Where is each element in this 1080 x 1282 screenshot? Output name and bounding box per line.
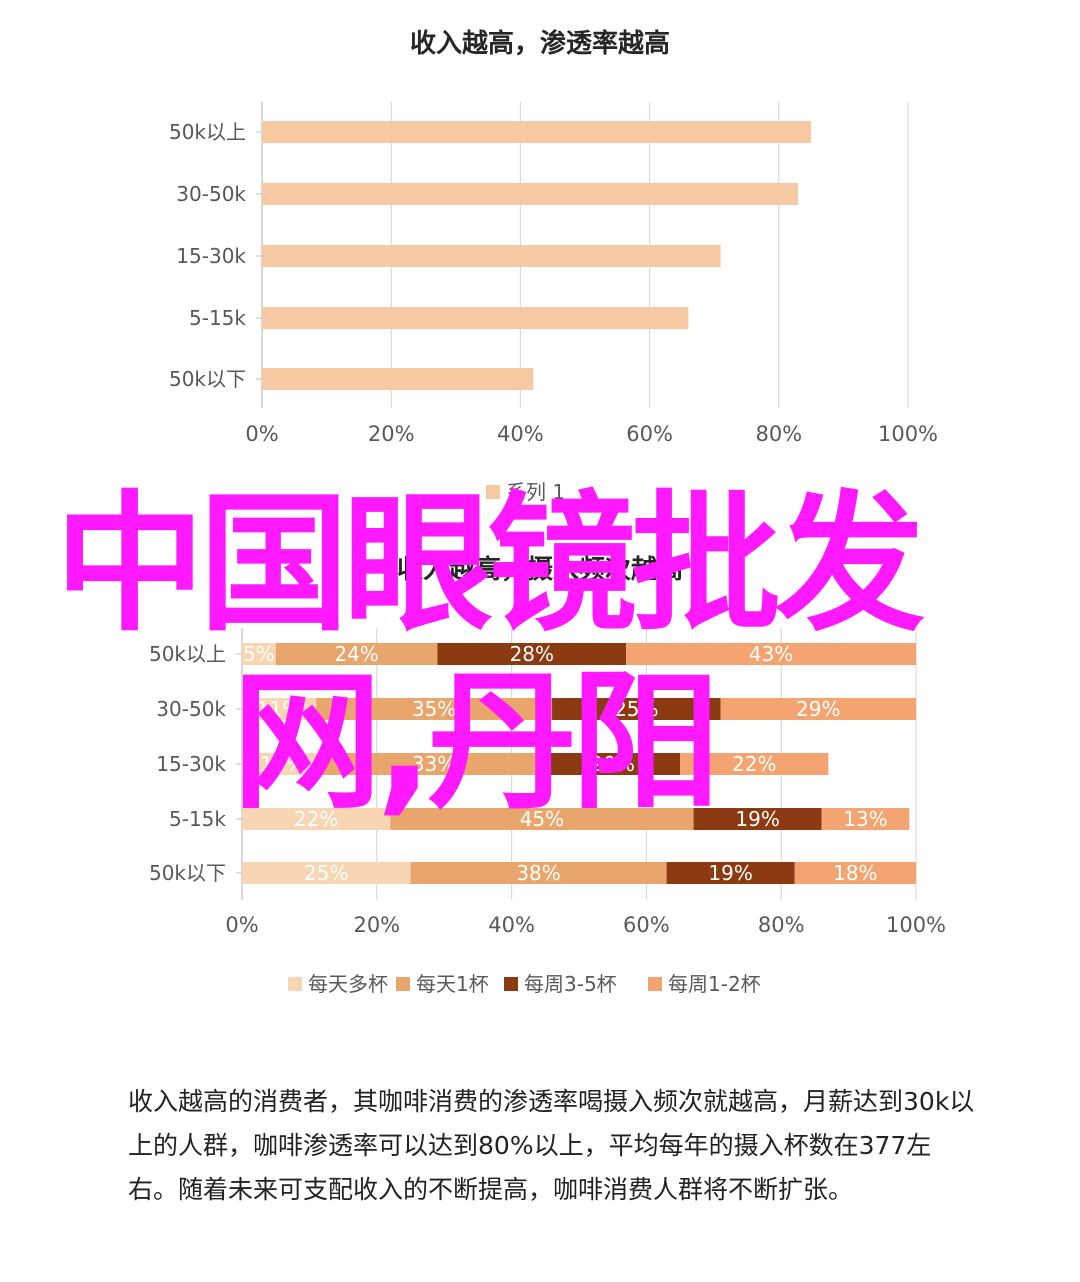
chart-2-bar-segment <box>242 808 391 830</box>
chart-2-legend-label: 每周3-5杯 <box>524 972 617 996</box>
chart-2-category-label: 50k以上 <box>149 642 226 666</box>
chart-2-bar-segment <box>410 862 667 884</box>
chart-2-bar-segment <box>322 753 546 775</box>
chart-2-data-label: 22% <box>294 807 338 831</box>
chart-2-category-label: 5-15k <box>169 807 226 831</box>
chart-1-category-label: 50k以上 <box>169 120 246 144</box>
chart-2-data-label: 19% <box>735 807 779 831</box>
chart-1-title: 收入越高，渗透率越高 <box>410 28 670 59</box>
chart-2-data-label: 43% <box>749 642 793 666</box>
chart-2-data-label: 20% <box>590 752 634 776</box>
chart-2-bar-segment <box>242 698 317 720</box>
chart-2-bar-segment <box>242 753 323 775</box>
chart-1-category-label: 50k以下 <box>169 367 246 391</box>
chart-1-bar <box>262 121 812 143</box>
chart-1-x-tick-label: 40% <box>497 422 544 446</box>
chart-2-bar-segment <box>666 862 795 884</box>
chart-2-bar-segment <box>316 698 553 720</box>
chart-1-x-tick-label: 60% <box>626 422 673 446</box>
chart-2-bar-segment <box>680 753 829 775</box>
chart-1-x-tick-label: 20% <box>368 422 415 446</box>
chart-2-data-label: 35% <box>412 697 456 721</box>
chart-2-data-label: 33% <box>412 752 456 776</box>
chart-2-bar-segment <box>821 808 910 830</box>
chart-2-bar-segment <box>390 808 694 830</box>
chart-2-x-tick-label: 100% <box>886 913 946 937</box>
chart-2-legend-swatch <box>504 977 518 991</box>
chart-2-bar-segment <box>626 643 916 665</box>
chart-2-data-label: 18% <box>833 861 877 885</box>
chart-2-category-label: 30-50k <box>156 697 226 721</box>
chart-2-data-label: 22% <box>732 752 776 776</box>
chart-2-data-label: 29% <box>796 697 840 721</box>
chart-1-x-tick-label: 0% <box>245 422 278 446</box>
chart-2-x-tick-label: 80% <box>758 913 805 937</box>
chart-2-x-tick-label: 0% <box>225 913 258 937</box>
charts-canvas: 收入越高，渗透率越高 0% 20% 40% 60% 80% 100% 50k以上 30-50k 1… <box>149 28 946 996</box>
chart-1-bar <box>262 245 721 267</box>
chart-2-data-label: 28% <box>510 642 554 666</box>
chart-1-legend-swatch <box>486 485 500 499</box>
chart-2-bar-segment <box>437 643 627 665</box>
chart-1-legend-label: 系列 1 <box>506 480 565 504</box>
chart-2-x-tick-label: 60% <box>623 913 670 937</box>
chart-2-category-label: 15-30k <box>156 752 226 776</box>
chart-2-legend-swatch <box>648 977 662 991</box>
chart-2-legend-label: 每天1杯 <box>416 972 489 996</box>
chart-2-bar-segment <box>794 862 916 884</box>
chart-1-category-label: 5-15k <box>189 306 246 330</box>
chart-2-legend-swatch <box>396 977 410 991</box>
chart-2-data-label: 25% <box>304 861 348 885</box>
chart-2-legend-label: 每天多杯 <box>308 972 388 996</box>
chart-1-category-label: 15-30k <box>176 244 246 268</box>
caption-paragraph: 收入越高的消费者，其咖啡消费的渗透率喝摄入频次就越高，月薪达到30k以上的人群，… <box>128 1087 975 1204</box>
chart-2-data-label: 13% <box>843 807 887 831</box>
chart-2-data-label: 45% <box>520 807 564 831</box>
chart-2-bar-segment <box>275 643 438 665</box>
chart-2-data-label: 12% <box>260 752 304 776</box>
chart-2-bar-segment <box>693 808 822 830</box>
chart-1-bar <box>262 183 799 205</box>
chart-2-bar-segment <box>545 753 681 775</box>
chart-2-category-label: 50k以下 <box>149 861 226 885</box>
chart-2-data-label: 19% <box>708 861 752 885</box>
chart-2-data-label: 24% <box>334 642 378 666</box>
chart-2-bar-segment <box>720 698 916 720</box>
chart-2-bar-segment <box>242 862 411 884</box>
chart-1-bar <box>262 307 689 329</box>
chart-2-data-label: 38% <box>516 861 560 885</box>
chart-1-x-tick-label: 80% <box>755 422 802 446</box>
chart-2-x-tick-label: 40% <box>488 913 535 937</box>
chart-2-legend-label: 每周1-2杯 <box>668 972 761 996</box>
chart-1-bar <box>262 368 534 390</box>
chart-1-category-label: 30-50k <box>176 182 246 206</box>
chart-2-data-label: 5% <box>243 642 275 666</box>
chart-2-legend-swatch <box>288 977 302 991</box>
chart-2-data-label: 25% <box>614 697 658 721</box>
chart-2-bar-segment <box>552 698 721 720</box>
chart-1-x-tick-label: 100% <box>878 422 938 446</box>
chart-2-data-label: 11% <box>257 697 301 721</box>
chart-2-bar-segment <box>242 643 276 665</box>
chart-2-x-tick-label: 20% <box>353 913 400 937</box>
chart-2-title: 收入越高，摄入频次越高 <box>397 554 683 585</box>
